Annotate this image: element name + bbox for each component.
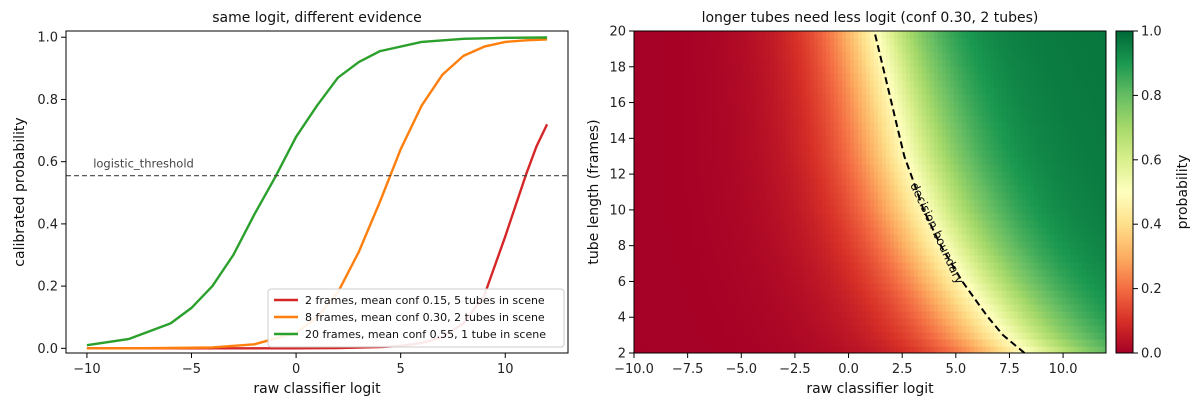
left-y-tick-label: 0.0 <box>37 342 58 357</box>
right-x-tick-label: −5.0 <box>725 362 757 377</box>
right-y-tick-label: 4 <box>618 311 626 326</box>
right-x-tick-label: 0.0 <box>838 362 859 377</box>
heatmap <box>634 31 1106 353</box>
right-plot-frame <box>633 30 1107 354</box>
colorbar-label: probability <box>1175 155 1191 230</box>
left-y-tick-label: 1.0 <box>37 31 58 46</box>
colorbar-tick-label: 0.2 <box>1141 282 1162 297</box>
right-panel: longer tubes need less logit (conf 0.30,… <box>586 10 1191 397</box>
legend-entry-2: 8 frames, mean conf 0.30, 2 tubes in sce… <box>305 311 545 324</box>
right-x-tick-label: 10.0 <box>1049 362 1078 377</box>
legend-entry-1: 2 frames, mean conf 0.15, 5 tubes in sce… <box>305 294 545 307</box>
left-plot-area: logistic_threshold −10 −5 0 5 10 0.0 0.2 0.4 0.… <box>37 30 569 377</box>
right-x-tick-label: −2.5 <box>779 362 811 377</box>
series-line-3 <box>86 36 548 347</box>
colorbar-tick-label: 1.0 <box>1141 25 1162 40</box>
right-y-tick-label: 18 <box>609 60 626 75</box>
legend-box <box>267 288 565 348</box>
right-y-axis-label: tube length (frames) <box>586 119 602 264</box>
left-y-tick-label: 0.8 <box>37 93 58 108</box>
series-line-2 <box>86 38 548 350</box>
left-x-tick-label: 10 <box>497 362 514 377</box>
right-y-tick-label: 6 <box>618 275 626 290</box>
right-y-tick-label: 20 <box>609 25 626 40</box>
left-x-axis-label: raw classifier logit <box>253 381 381 397</box>
right-y-tick-label: 14 <box>609 132 626 147</box>
left-x-tick-label: 0 <box>292 362 300 377</box>
right-y-tick-label: 16 <box>609 96 626 111</box>
right-plot-title: longer tubes need less logit (conf 0.30,… <box>702 10 1039 26</box>
left-y-axis-label: calibrated probability <box>12 117 28 266</box>
legend-entry-3: 20 frames, mean conf 0.55, 1 tube in sce… <box>305 328 546 341</box>
left-y-tick-label: 0.4 <box>37 217 58 232</box>
left-y-tick-label: 0.2 <box>37 280 58 295</box>
right-x-tick-label: 2.5 <box>892 362 913 377</box>
colorbar-tick-label: 0.8 <box>1141 89 1162 104</box>
left-x-tick-label: −5 <box>182 362 201 377</box>
right-y-tick-label: 10 <box>609 203 626 218</box>
left-plot-title: same logit, different evidence <box>212 10 422 26</box>
threshold-label: logistic_threshold <box>93 157 194 171</box>
right-x-tick-label: −7.5 <box>672 362 704 377</box>
right-y-tick-label: 2 <box>618 347 626 362</box>
left-y-tick-label: 0.6 <box>37 155 58 170</box>
right-x-axis-label: raw classifier logit <box>806 381 934 397</box>
right-x-tick-label: −10.0 <box>614 362 654 377</box>
colorbar-tick-label: 0.4 <box>1141 218 1162 233</box>
left-panel: same logit, different evidence logistic_… <box>12 10 569 397</box>
colorbar <box>1115 30 1134 354</box>
right-x-tick-label: 7.5 <box>999 362 1020 377</box>
right-y-tick-label: 12 <box>609 168 626 183</box>
colorbar-tick-label: 0.0 <box>1141 347 1162 362</box>
right-x-tick-label: 5.0 <box>945 362 966 377</box>
colorbar-tick-label: 0.6 <box>1141 153 1162 168</box>
left-x-tick-label: 5 <box>397 362 405 377</box>
right-y-tick-label: 8 <box>618 239 626 254</box>
left-plot-frame <box>65 30 569 354</box>
left-x-tick-label: −10 <box>73 362 100 377</box>
legend: 2 frames, mean conf 0.15, 5 tubes in sce… <box>267 288 565 348</box>
